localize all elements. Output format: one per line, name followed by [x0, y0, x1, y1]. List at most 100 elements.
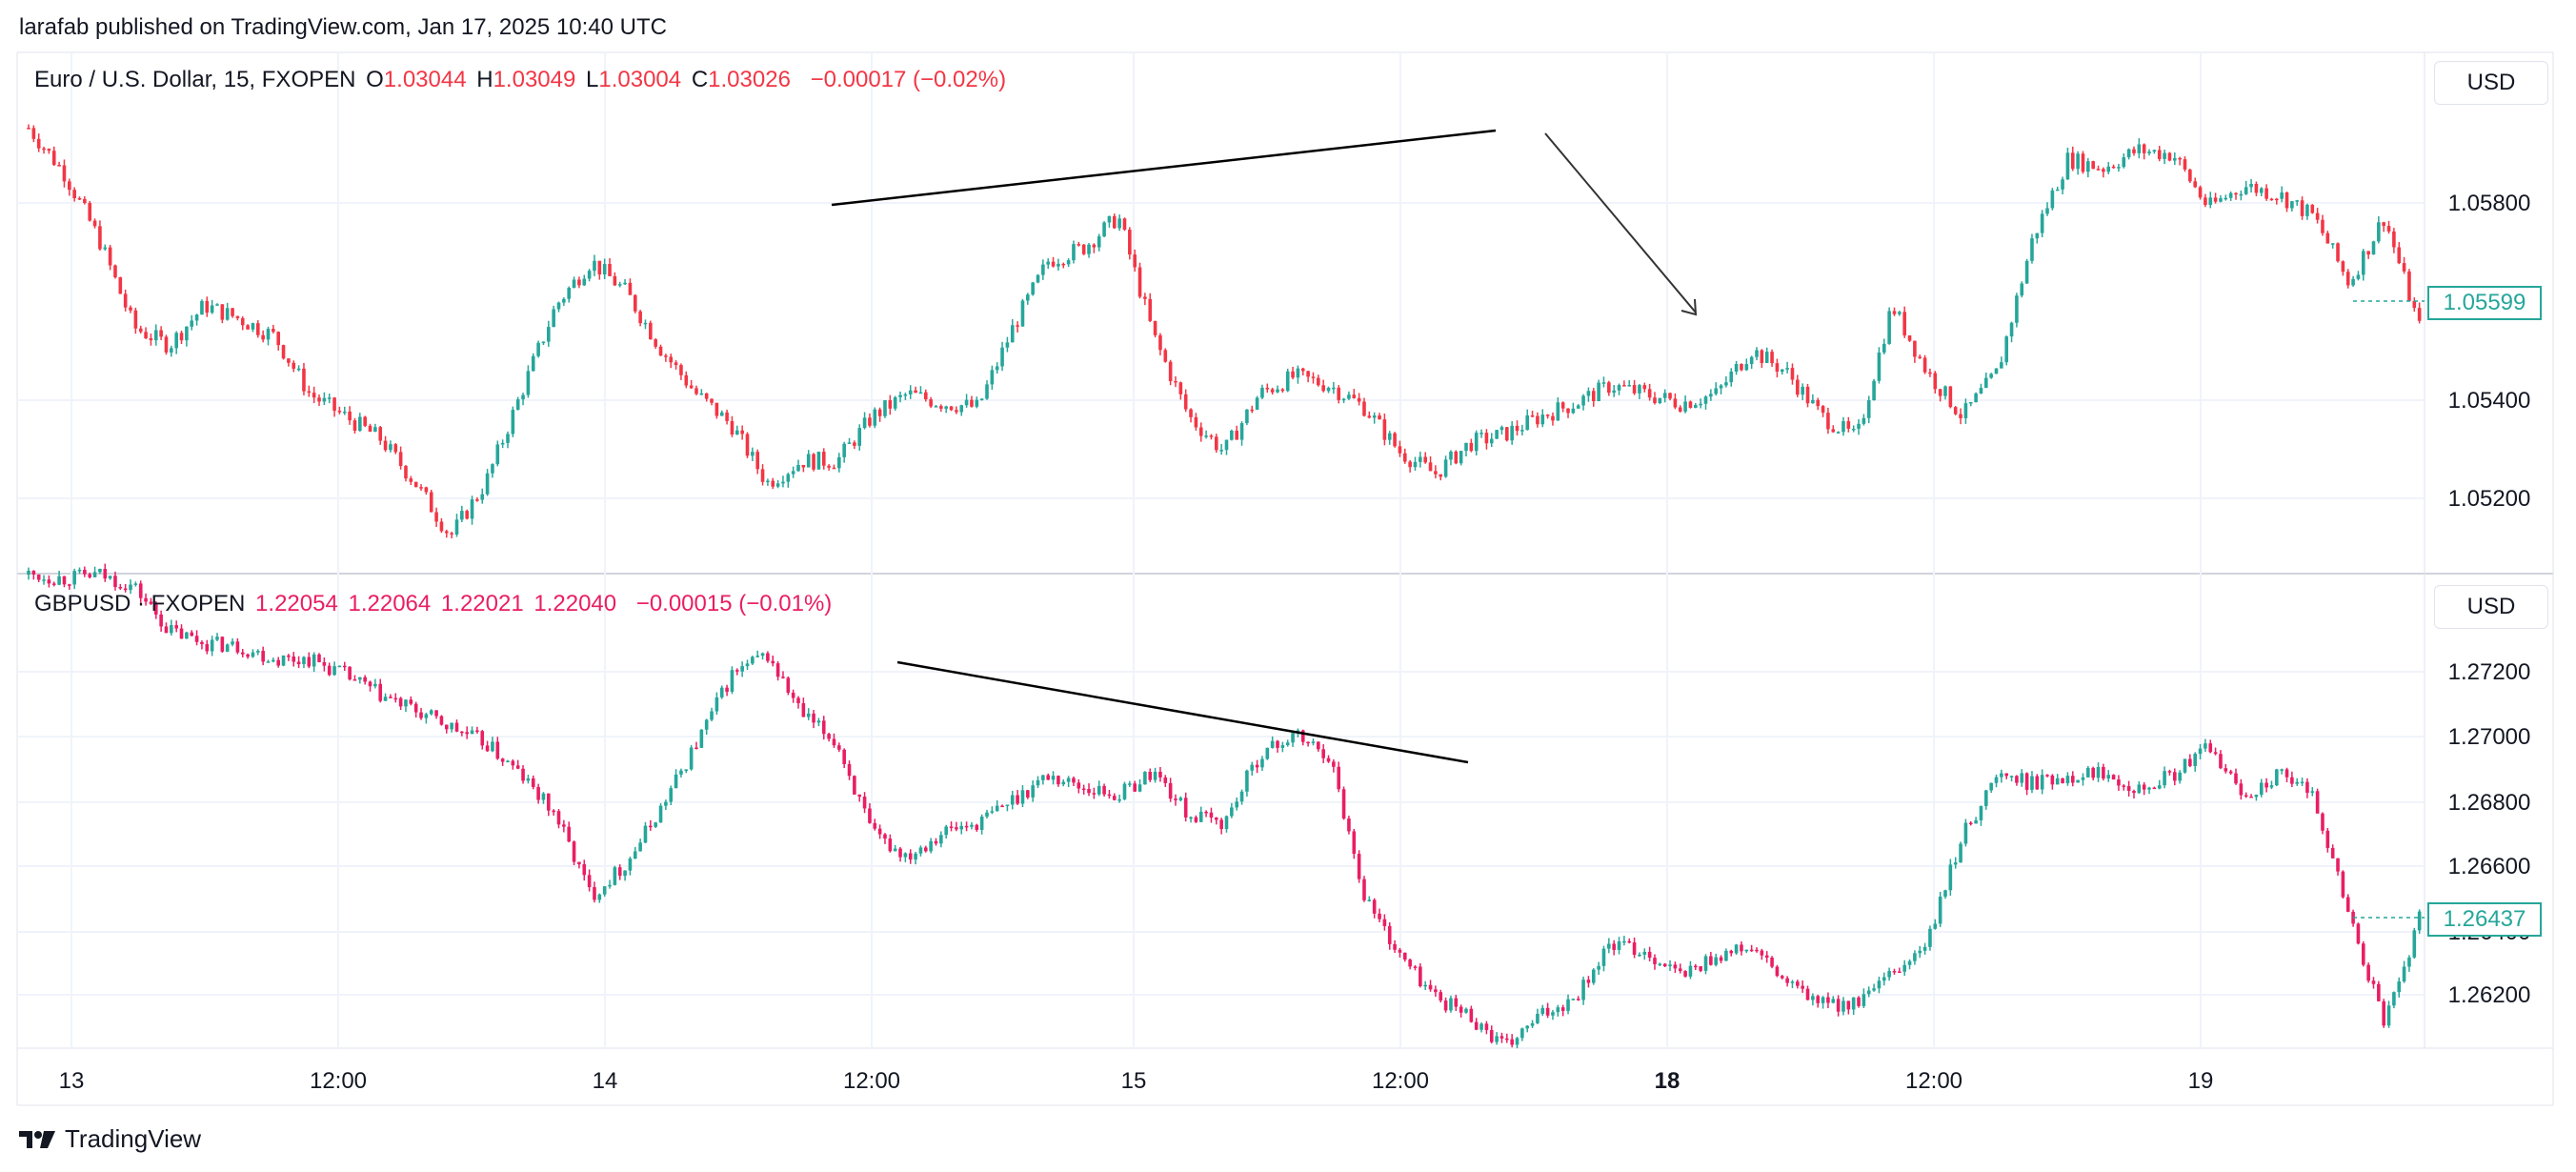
candle-body	[450, 533, 453, 535]
candle-body	[674, 774, 678, 789]
candle-body	[531, 778, 535, 787]
candle-body	[1341, 398, 1346, 401]
candle-body	[806, 454, 811, 468]
candle-body	[164, 626, 169, 634]
candle-body	[1826, 413, 1830, 430]
candle-body	[149, 338, 153, 341]
candle-body	[1933, 373, 1938, 390]
candle-body	[1072, 244, 1076, 261]
candle-body	[1729, 950, 1734, 954]
candle-body	[1638, 385, 1641, 394]
eur-legend: Euro / U.S. Dollar, 15, FXOPEN O1.03044 …	[34, 67, 1010, 93]
candle-body	[914, 853, 917, 860]
candle-body	[1245, 409, 1249, 424]
candle-body	[287, 358, 291, 363]
eur-h-label: H	[476, 67, 493, 92]
eur-change: −0.00017 (−0.02%)	[810, 67, 1007, 92]
candle-body	[1378, 415, 1381, 420]
candle-body	[1586, 980, 1591, 983]
candle-body	[735, 430, 739, 435]
candle-body	[480, 731, 485, 746]
candle-body	[679, 770, 683, 775]
candle-body	[2382, 1000, 2385, 1026]
candle-body	[791, 692, 795, 698]
candle-body	[970, 399, 974, 407]
candle-body	[2091, 161, 2095, 170]
candle-body	[1026, 790, 1030, 798]
candle-body	[398, 697, 403, 707]
candle-body	[1137, 267, 1142, 297]
candle-body	[577, 861, 581, 865]
candle-body	[1683, 401, 1687, 412]
candle-body	[1510, 1039, 1514, 1045]
candle-body	[949, 406, 954, 411]
tradingview-logo[interactable]: TradingView	[19, 1124, 201, 1154]
candle-body	[2244, 795, 2248, 798]
candle-body	[36, 138, 41, 149]
candle-body	[730, 670, 735, 692]
candle-body	[2035, 232, 2040, 239]
candle-body	[383, 697, 388, 701]
candle-body	[185, 326, 189, 341]
eur-symbol[interactable]: Euro / U.S. Dollar, 15, FXOPEN	[34, 67, 356, 92]
candle-body	[2315, 791, 2320, 814]
candle-body	[2371, 980, 2376, 984]
candle-body	[649, 322, 653, 340]
candle-body	[694, 747, 698, 750]
candle-body	[1158, 334, 1162, 351]
candle-body	[1938, 389, 1942, 396]
candle-body	[2336, 858, 2340, 872]
candle-body	[1683, 971, 1687, 977]
candle-body	[235, 641, 240, 653]
candle-body	[623, 282, 627, 285]
candle-body	[2183, 159, 2187, 170]
candle-body	[1653, 397, 1657, 404]
candle-body	[812, 454, 815, 470]
candle-body	[934, 840, 938, 844]
candle-body	[389, 697, 392, 698]
x-tick-label: 13	[59, 1068, 85, 1094]
candle-body	[393, 697, 398, 700]
candle-body	[2310, 791, 2315, 793]
candle-body	[1831, 999, 1836, 1003]
candle-body	[1740, 944, 1743, 952]
candle-body	[1505, 427, 1509, 441]
candle-body	[1057, 776, 1060, 785]
candle-body	[2045, 208, 2049, 214]
candle-body	[2122, 785, 2126, 787]
candle-body	[2167, 152, 2172, 161]
candle-body	[103, 569, 108, 579]
candle-body	[118, 586, 123, 589]
candle-body	[215, 304, 219, 306]
eur-currency-button[interactable]: USD	[2434, 61, 2548, 105]
candle-body	[582, 278, 587, 286]
candle-body	[775, 483, 780, 487]
candle-body	[1836, 432, 1841, 434]
candle-body	[674, 362, 678, 366]
candle-body	[1097, 236, 1101, 248]
candle-body	[1107, 794, 1112, 797]
gbp-symbol[interactable]: GBPUSD · FXOPEN	[34, 591, 246, 616]
candle-body	[2055, 778, 2060, 785]
candle-body	[419, 712, 423, 718]
candle-body	[1928, 372, 1932, 374]
candle-body	[2386, 1005, 2391, 1026]
candle-body	[2254, 184, 2259, 193]
candle-body	[1857, 997, 1861, 1006]
candle-body	[133, 583, 138, 585]
candle-body	[1755, 949, 1759, 952]
gbp-currency-button[interactable]: USD	[2434, 585, 2548, 629]
candle-body	[1117, 218, 1121, 229]
candle-body	[1933, 923, 1938, 929]
candle-body	[821, 452, 826, 466]
candle-body	[2152, 150, 2157, 152]
candle-body	[1148, 772, 1153, 780]
candle-body	[1133, 783, 1137, 792]
candle-body	[1515, 425, 1519, 432]
candle-body	[1540, 1007, 1545, 1015]
candle-body	[450, 722, 453, 730]
candle-body	[2015, 776, 2019, 783]
candle-body	[389, 444, 392, 451]
candle-body	[1959, 843, 1962, 863]
candle-body	[2269, 198, 2274, 201]
